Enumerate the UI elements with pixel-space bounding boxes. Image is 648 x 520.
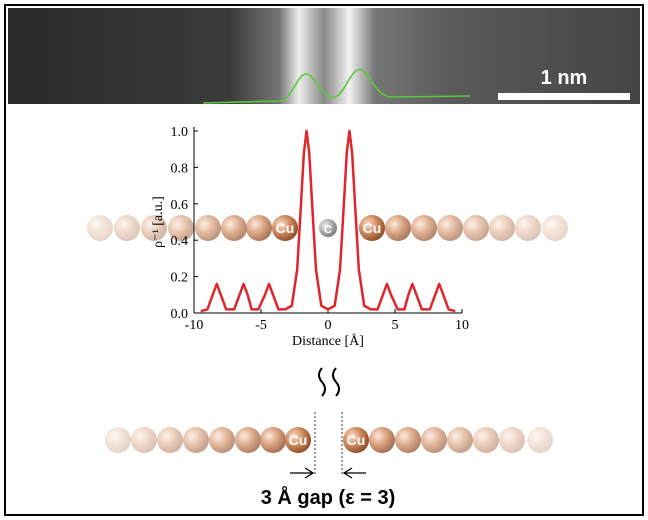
y-tick-label: 1.0 xyxy=(171,125,189,140)
x-axis-label: Distance [Å] xyxy=(292,333,364,349)
atom xyxy=(515,215,541,241)
x-tick-label: -5 xyxy=(255,318,267,333)
atom xyxy=(489,215,515,241)
atom xyxy=(473,427,499,453)
x-tick-label: 0 xyxy=(325,318,332,333)
atom-chains: Cu C Cu Cu Cu xyxy=(87,215,568,453)
chart: 0.0 0.2 0.4 0.6 0.8 1.0 -10 -5 0 5 10 Distance [Å] ρ… xyxy=(151,125,469,349)
atom xyxy=(447,427,473,453)
atom xyxy=(105,427,131,453)
atom xyxy=(157,427,183,453)
atom xyxy=(437,215,463,241)
atom xyxy=(527,427,553,453)
atom xyxy=(209,427,235,453)
y-tick-label: 0.8 xyxy=(171,161,189,176)
atom-label: Cu xyxy=(289,432,308,448)
atom xyxy=(131,427,157,453)
atom xyxy=(421,427,447,453)
atom xyxy=(385,215,411,241)
atom xyxy=(141,215,167,241)
atom xyxy=(463,215,489,241)
y-tick-label: 0.4 xyxy=(171,234,189,249)
x-tick-label: 5 xyxy=(392,318,399,333)
atom xyxy=(272,215,298,241)
atom xyxy=(235,427,261,453)
atom xyxy=(343,427,369,453)
x-tick-label: 10 xyxy=(455,318,469,333)
stem-image xyxy=(8,8,640,104)
atom-label: Cu xyxy=(347,432,366,448)
atom xyxy=(260,427,286,453)
atom xyxy=(369,427,395,453)
y-tick-label: 0.0 xyxy=(171,307,189,322)
atom-label: Cu xyxy=(276,220,295,236)
atom xyxy=(411,215,437,241)
y-axis-label: ρ⁻¹ [a.u.] xyxy=(151,196,166,248)
scale-bar xyxy=(498,93,630,100)
atom xyxy=(168,215,194,241)
approx-sign xyxy=(318,367,340,397)
atom xyxy=(319,219,337,237)
atom xyxy=(195,215,221,241)
data-line xyxy=(200,129,456,313)
intensity-profile xyxy=(202,68,471,104)
gap-arrows xyxy=(290,467,366,479)
y-tick-label: 0.2 xyxy=(171,271,189,286)
atom xyxy=(542,215,568,241)
atom xyxy=(183,427,209,453)
atom xyxy=(499,427,525,453)
atom xyxy=(114,215,140,241)
atom xyxy=(285,427,311,453)
atom xyxy=(395,427,421,453)
x-tick-label: -10 xyxy=(185,318,204,333)
atom xyxy=(221,215,247,241)
y-tick-label: 0.6 xyxy=(171,198,189,213)
atom-label: C xyxy=(324,224,332,236)
atom xyxy=(246,215,272,241)
scale-label: 1 nm xyxy=(541,67,588,89)
gap-label: 3 Å gap (ε = 3) xyxy=(261,485,396,509)
atom xyxy=(87,215,113,241)
atom xyxy=(359,215,385,241)
atom-label: Cu xyxy=(363,220,382,236)
